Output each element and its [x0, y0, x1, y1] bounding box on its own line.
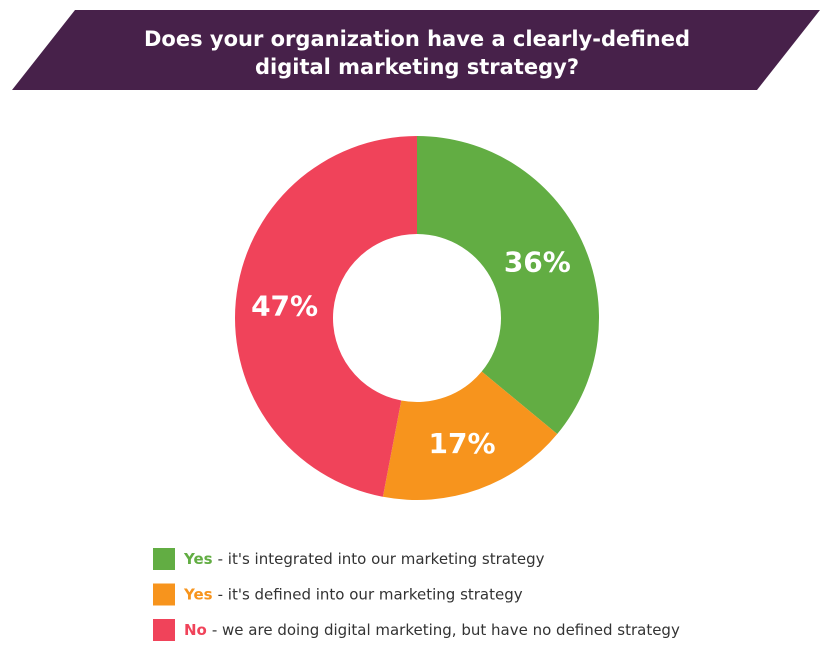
legend-entry: Yes - it's integrated into our marketing … — [183, 550, 545, 568]
chart-title: digital marketing strategy? — [255, 55, 579, 79]
legend-description: - it's integrated into our marketing str… — [218, 550, 545, 568]
legend-label: Yes — [183, 585, 213, 603]
donut-slice — [234, 136, 417, 497]
legend-description: - we are doing digital marketing, but ha… — [212, 621, 680, 639]
donut-slice — [382, 371, 558, 500]
legend-swatch — [153, 583, 175, 606]
legend-label: Yes — [183, 550, 213, 568]
donut-slice — [417, 136, 600, 435]
title-banner — [12, 10, 820, 90]
legend-entry: Yes - it's defined into our marketing str… — [183, 585, 523, 603]
value-label: 17% — [429, 427, 496, 460]
legend-entry: No - we are doing digital marketing, but … — [184, 621, 680, 639]
value-label: 36% — [504, 245, 571, 278]
legend-swatch — [153, 619, 175, 641]
legend-label: No — [184, 621, 207, 639]
chart-title: Does your organization have a clearly-de… — [144, 27, 690, 51]
legend-description: - it's defined into our marketing strate… — [218, 585, 523, 603]
value-label: 47% — [251, 289, 318, 322]
legend-swatch — [153, 548, 175, 570]
